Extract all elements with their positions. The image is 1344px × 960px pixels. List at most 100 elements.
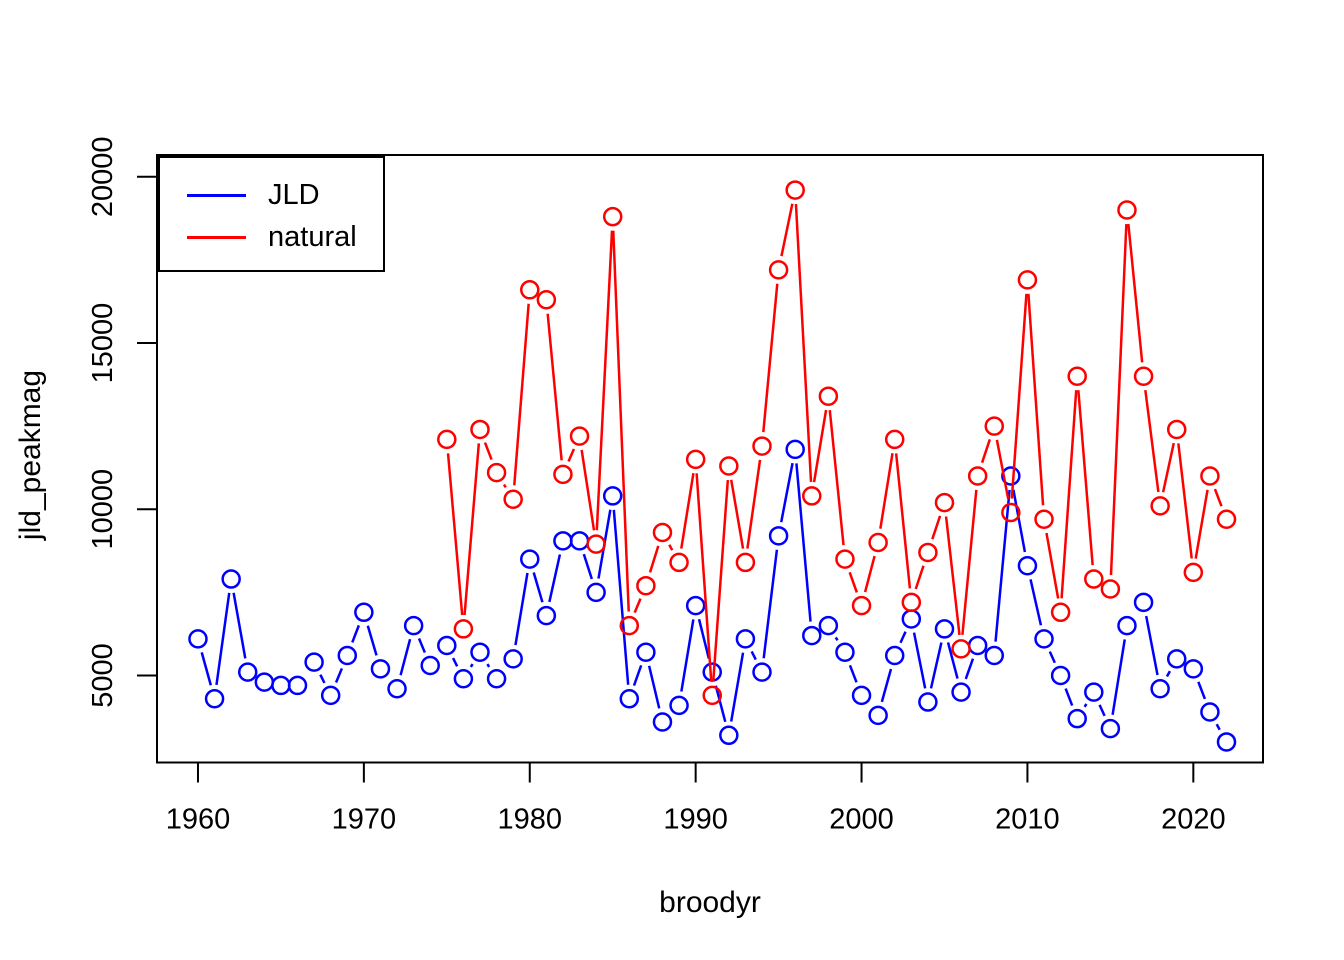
series-line-segment (929, 642, 943, 689)
series-line-segment (612, 509, 630, 685)
y-axis-title: jld_peakmag (14, 369, 47, 541)
series-line-segment (1060, 390, 1078, 599)
data-point-marker (1150, 679, 1170, 699)
data-point-marker (818, 615, 839, 636)
series-line-segment (513, 303, 530, 486)
data-point-marker (520, 549, 540, 569)
series-line-segment (633, 598, 642, 614)
data-point-marker (287, 675, 308, 696)
series-line-segment (351, 624, 361, 643)
data-point-marker (967, 635, 988, 656)
data-point-marker (1067, 366, 1087, 387)
data-point-marker (1183, 562, 1204, 583)
data-point-marker (553, 531, 573, 551)
data-point-marker (1084, 569, 1104, 589)
series-line-segment (834, 636, 839, 641)
data-point-marker (370, 659, 391, 679)
data-point-marker (702, 685, 722, 706)
series-line-segment (780, 203, 794, 257)
x-tick-label: 2010 (995, 804, 1060, 836)
data-point-marker (486, 669, 507, 689)
data-point-marker (802, 625, 822, 646)
series-line-segment (695, 473, 713, 682)
data-point-marker (951, 639, 971, 659)
data-point-marker (785, 439, 805, 460)
data-point-marker (735, 629, 756, 649)
series-line-segment (746, 459, 762, 549)
data-point-marker (586, 534, 606, 554)
series-line-segment (762, 283, 779, 433)
data-point-marker (669, 552, 689, 573)
series-line-segment (446, 453, 464, 616)
series-line-segment (1029, 579, 1043, 626)
x-tick-label: 1980 (498, 804, 563, 836)
data-point-marker (1050, 665, 1071, 686)
data-point-marker (851, 685, 872, 706)
data-point-marker (1117, 615, 1137, 636)
x-tick-label: 2000 (829, 804, 894, 836)
series-line-segment (944, 516, 961, 636)
series-line-segment (612, 230, 630, 612)
data-point-marker (569, 531, 590, 551)
data-point-marker (437, 635, 457, 656)
x-tick-label: 1990 (663, 804, 728, 836)
series-line-segment (548, 554, 562, 603)
series-line-segment (668, 544, 674, 551)
y-tick-label: 15000 (87, 303, 119, 384)
data-point-marker (453, 669, 474, 689)
series-line-segment (994, 489, 1011, 642)
data-point-marker (918, 542, 938, 563)
data-point-marker (1084, 682, 1104, 702)
data-point-marker (1017, 270, 1038, 290)
data-point-marker (470, 419, 490, 440)
data-point-marker (851, 595, 872, 616)
legend-label-jld: JLD (268, 179, 320, 211)
series-line-segment (532, 572, 544, 603)
data-point-marker (818, 386, 839, 406)
data-point-marker (569, 426, 590, 446)
series-line-segment (1077, 390, 1094, 566)
plot-border (156, 154, 1264, 764)
series-line-segment (697, 618, 711, 659)
data-point-marker (735, 552, 756, 573)
data-point-marker (1216, 509, 1237, 529)
series-line-segment (1010, 293, 1028, 499)
legend-item-jld: JLD (160, 180, 320, 210)
series-line-segment (912, 632, 927, 689)
data-point-marker (553, 464, 573, 485)
data-point-marker (835, 549, 855, 569)
series-line-segment (1027, 293, 1045, 506)
data-point-marker (685, 595, 706, 616)
data-point-marker (802, 486, 822, 506)
data-point-marker (486, 462, 507, 483)
series-line-segment (334, 667, 344, 683)
series-line-segment (961, 489, 978, 636)
data-point-marker (785, 180, 805, 200)
data-point-marker (752, 662, 772, 682)
series-line-segment (399, 638, 412, 676)
data-point-marker (1050, 602, 1071, 623)
y-tick-label: 5000 (87, 643, 119, 708)
data-point-marker (237, 662, 258, 682)
data-point-marker (204, 688, 225, 709)
data-point-marker (470, 642, 490, 662)
data-point-marker (1166, 649, 1187, 669)
series-line-segment (680, 472, 695, 549)
data-point-marker (221, 569, 241, 589)
series-line-segment (483, 442, 493, 461)
data-point-marker (437, 429, 457, 450)
series-line-segment (1144, 389, 1160, 493)
data-point-marker (1133, 592, 1154, 613)
data-point-marker (1034, 629, 1054, 649)
series-line-segment (914, 565, 925, 590)
series-line-segment (1197, 681, 1207, 700)
data-point-marker (453, 619, 474, 639)
series-line-segment (486, 663, 491, 668)
x-tick-label: 1970 (332, 804, 397, 836)
data-point-marker (619, 688, 640, 709)
series-line-segment (946, 642, 959, 679)
series-line-segment (648, 545, 660, 573)
data-point-marker (1001, 466, 1021, 486)
